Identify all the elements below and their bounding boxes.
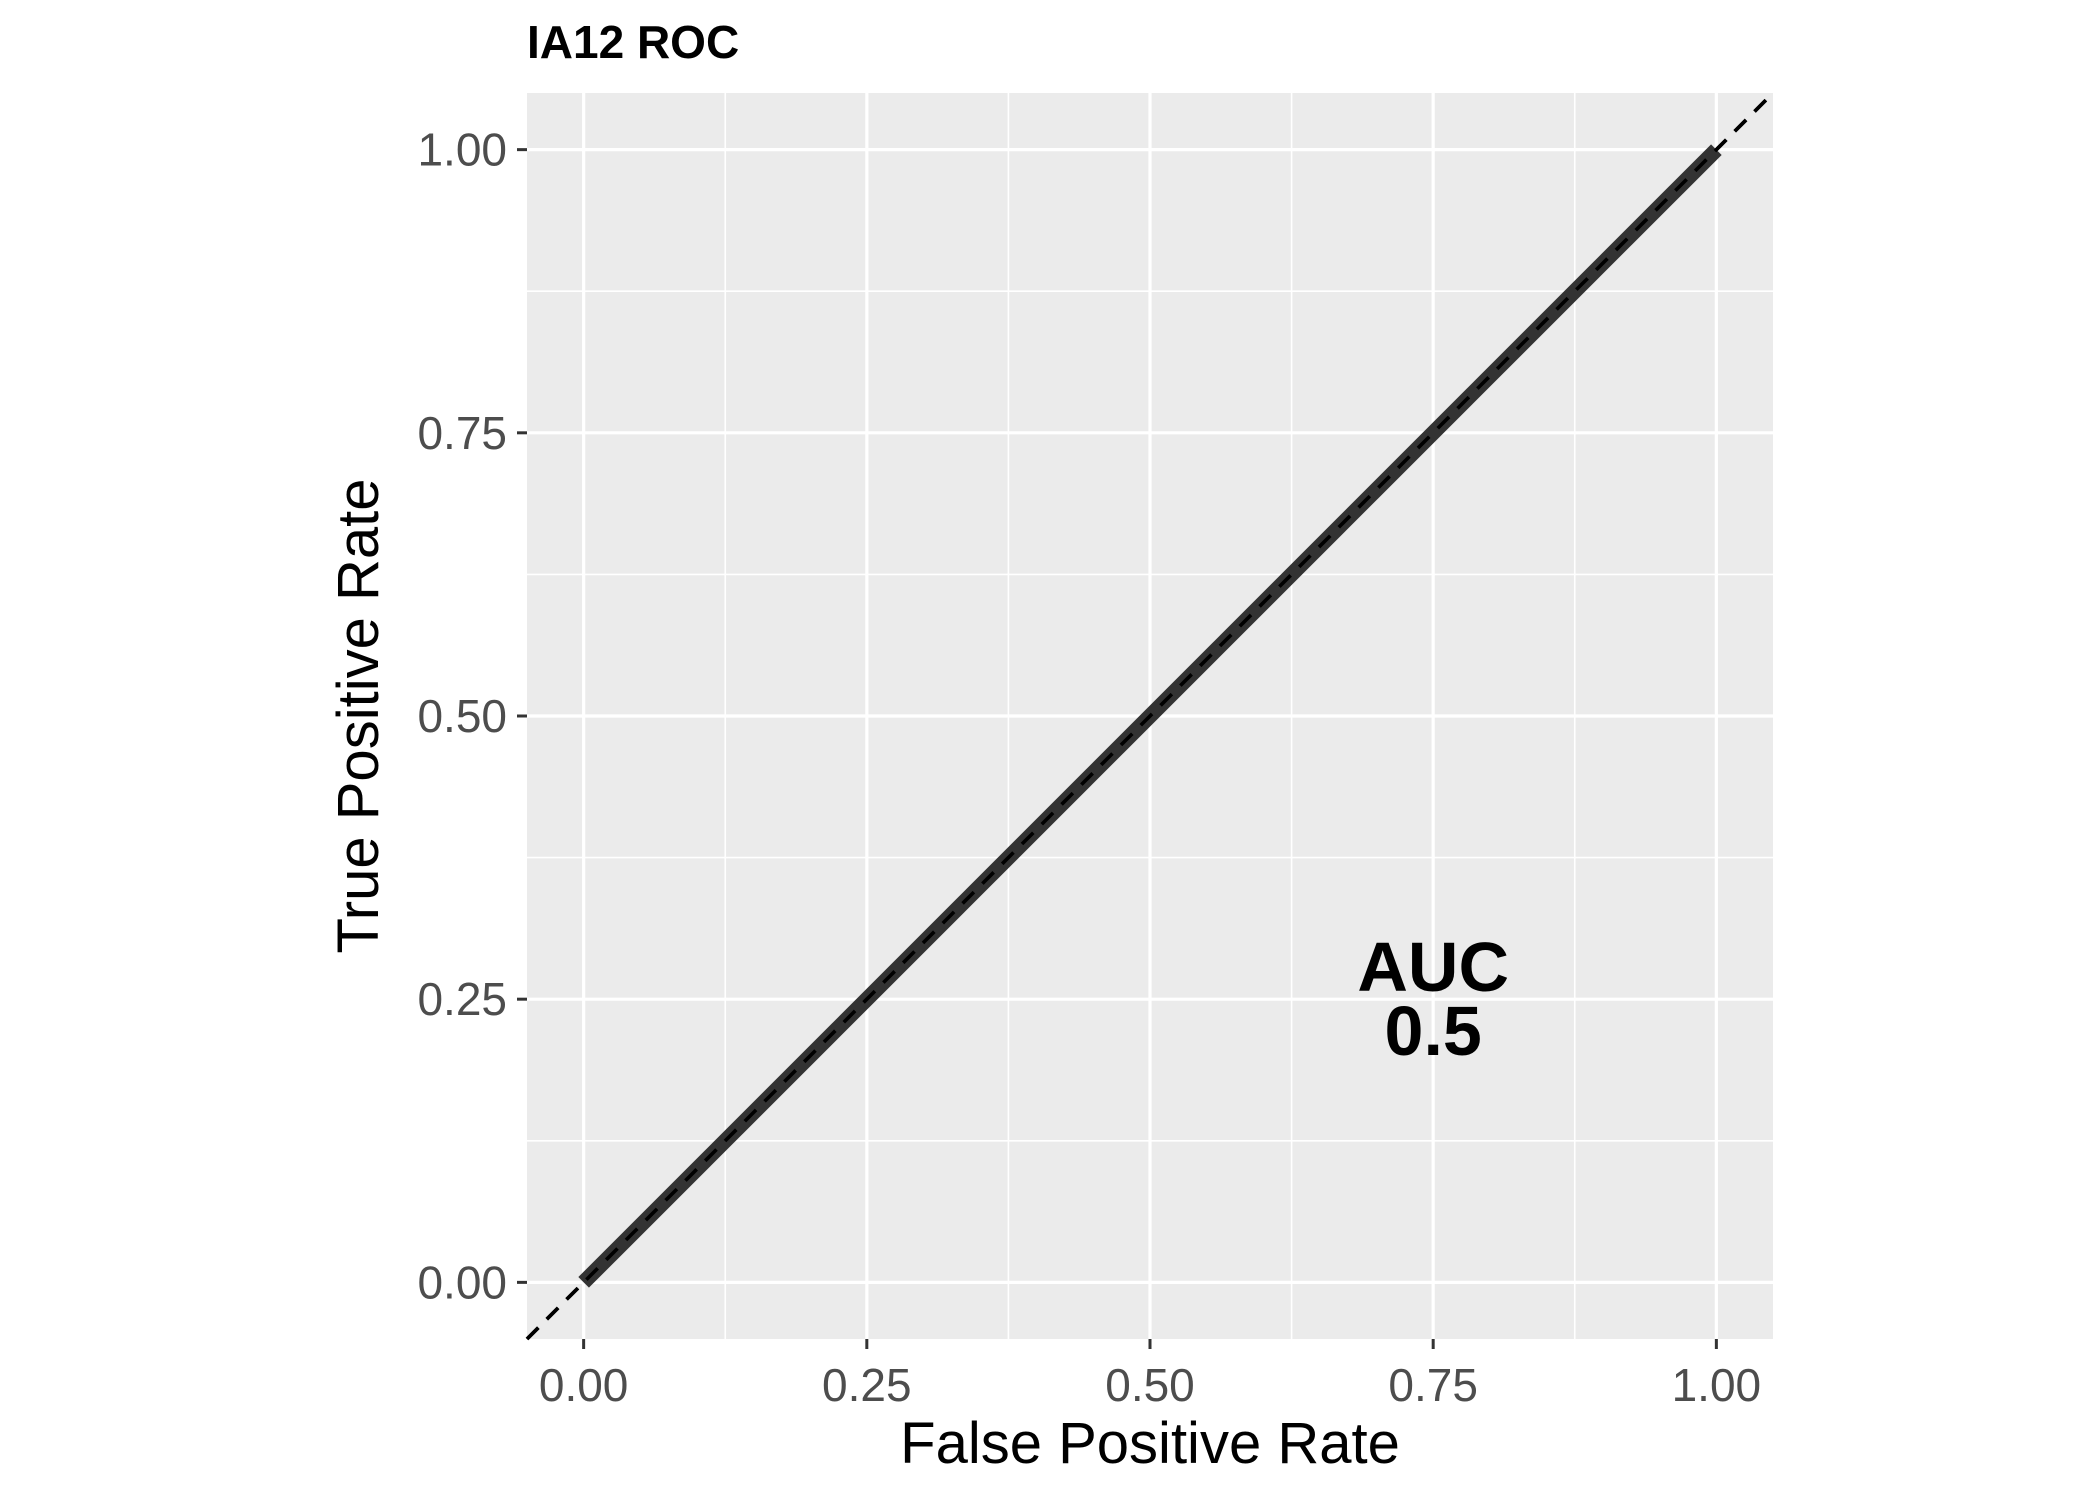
y-tick-label: 0.75 — [417, 407, 507, 459]
reference-diagonal-overlay — [525, 91, 1775, 1341]
x-axis-title: False Positive Rate — [900, 1411, 1400, 1476]
y-tick-label: 0.00 — [417, 1256, 507, 1308]
y-axis-title: True Positive Rate — [326, 479, 391, 954]
x-tick-label: 0.50 — [1105, 1359, 1195, 1411]
auc-annotation-line: AUC — [1357, 928, 1509, 1006]
auc-annotation-line: 0.5 — [1385, 992, 1482, 1070]
series-layer — [525, 91, 1775, 1341]
y-tick-label: 0.25 — [417, 973, 507, 1025]
x-tick-label: 0.75 — [1388, 1359, 1478, 1411]
x-tick-label: 1.00 — [1672, 1359, 1762, 1411]
y-tick-label: 1.00 — [417, 124, 507, 176]
chart-title: IA12 ROC — [527, 16, 739, 68]
x-tick-label: 0.00 — [539, 1359, 629, 1411]
x-tick-label: 0.25 — [822, 1359, 912, 1411]
axes: 0.00 0.25 0.50 0.75 1.00 0.00 0.25 0.50 0.75 1.00 — [417, 124, 1761, 1411]
y-tick-label: 0.50 — [417, 690, 507, 742]
